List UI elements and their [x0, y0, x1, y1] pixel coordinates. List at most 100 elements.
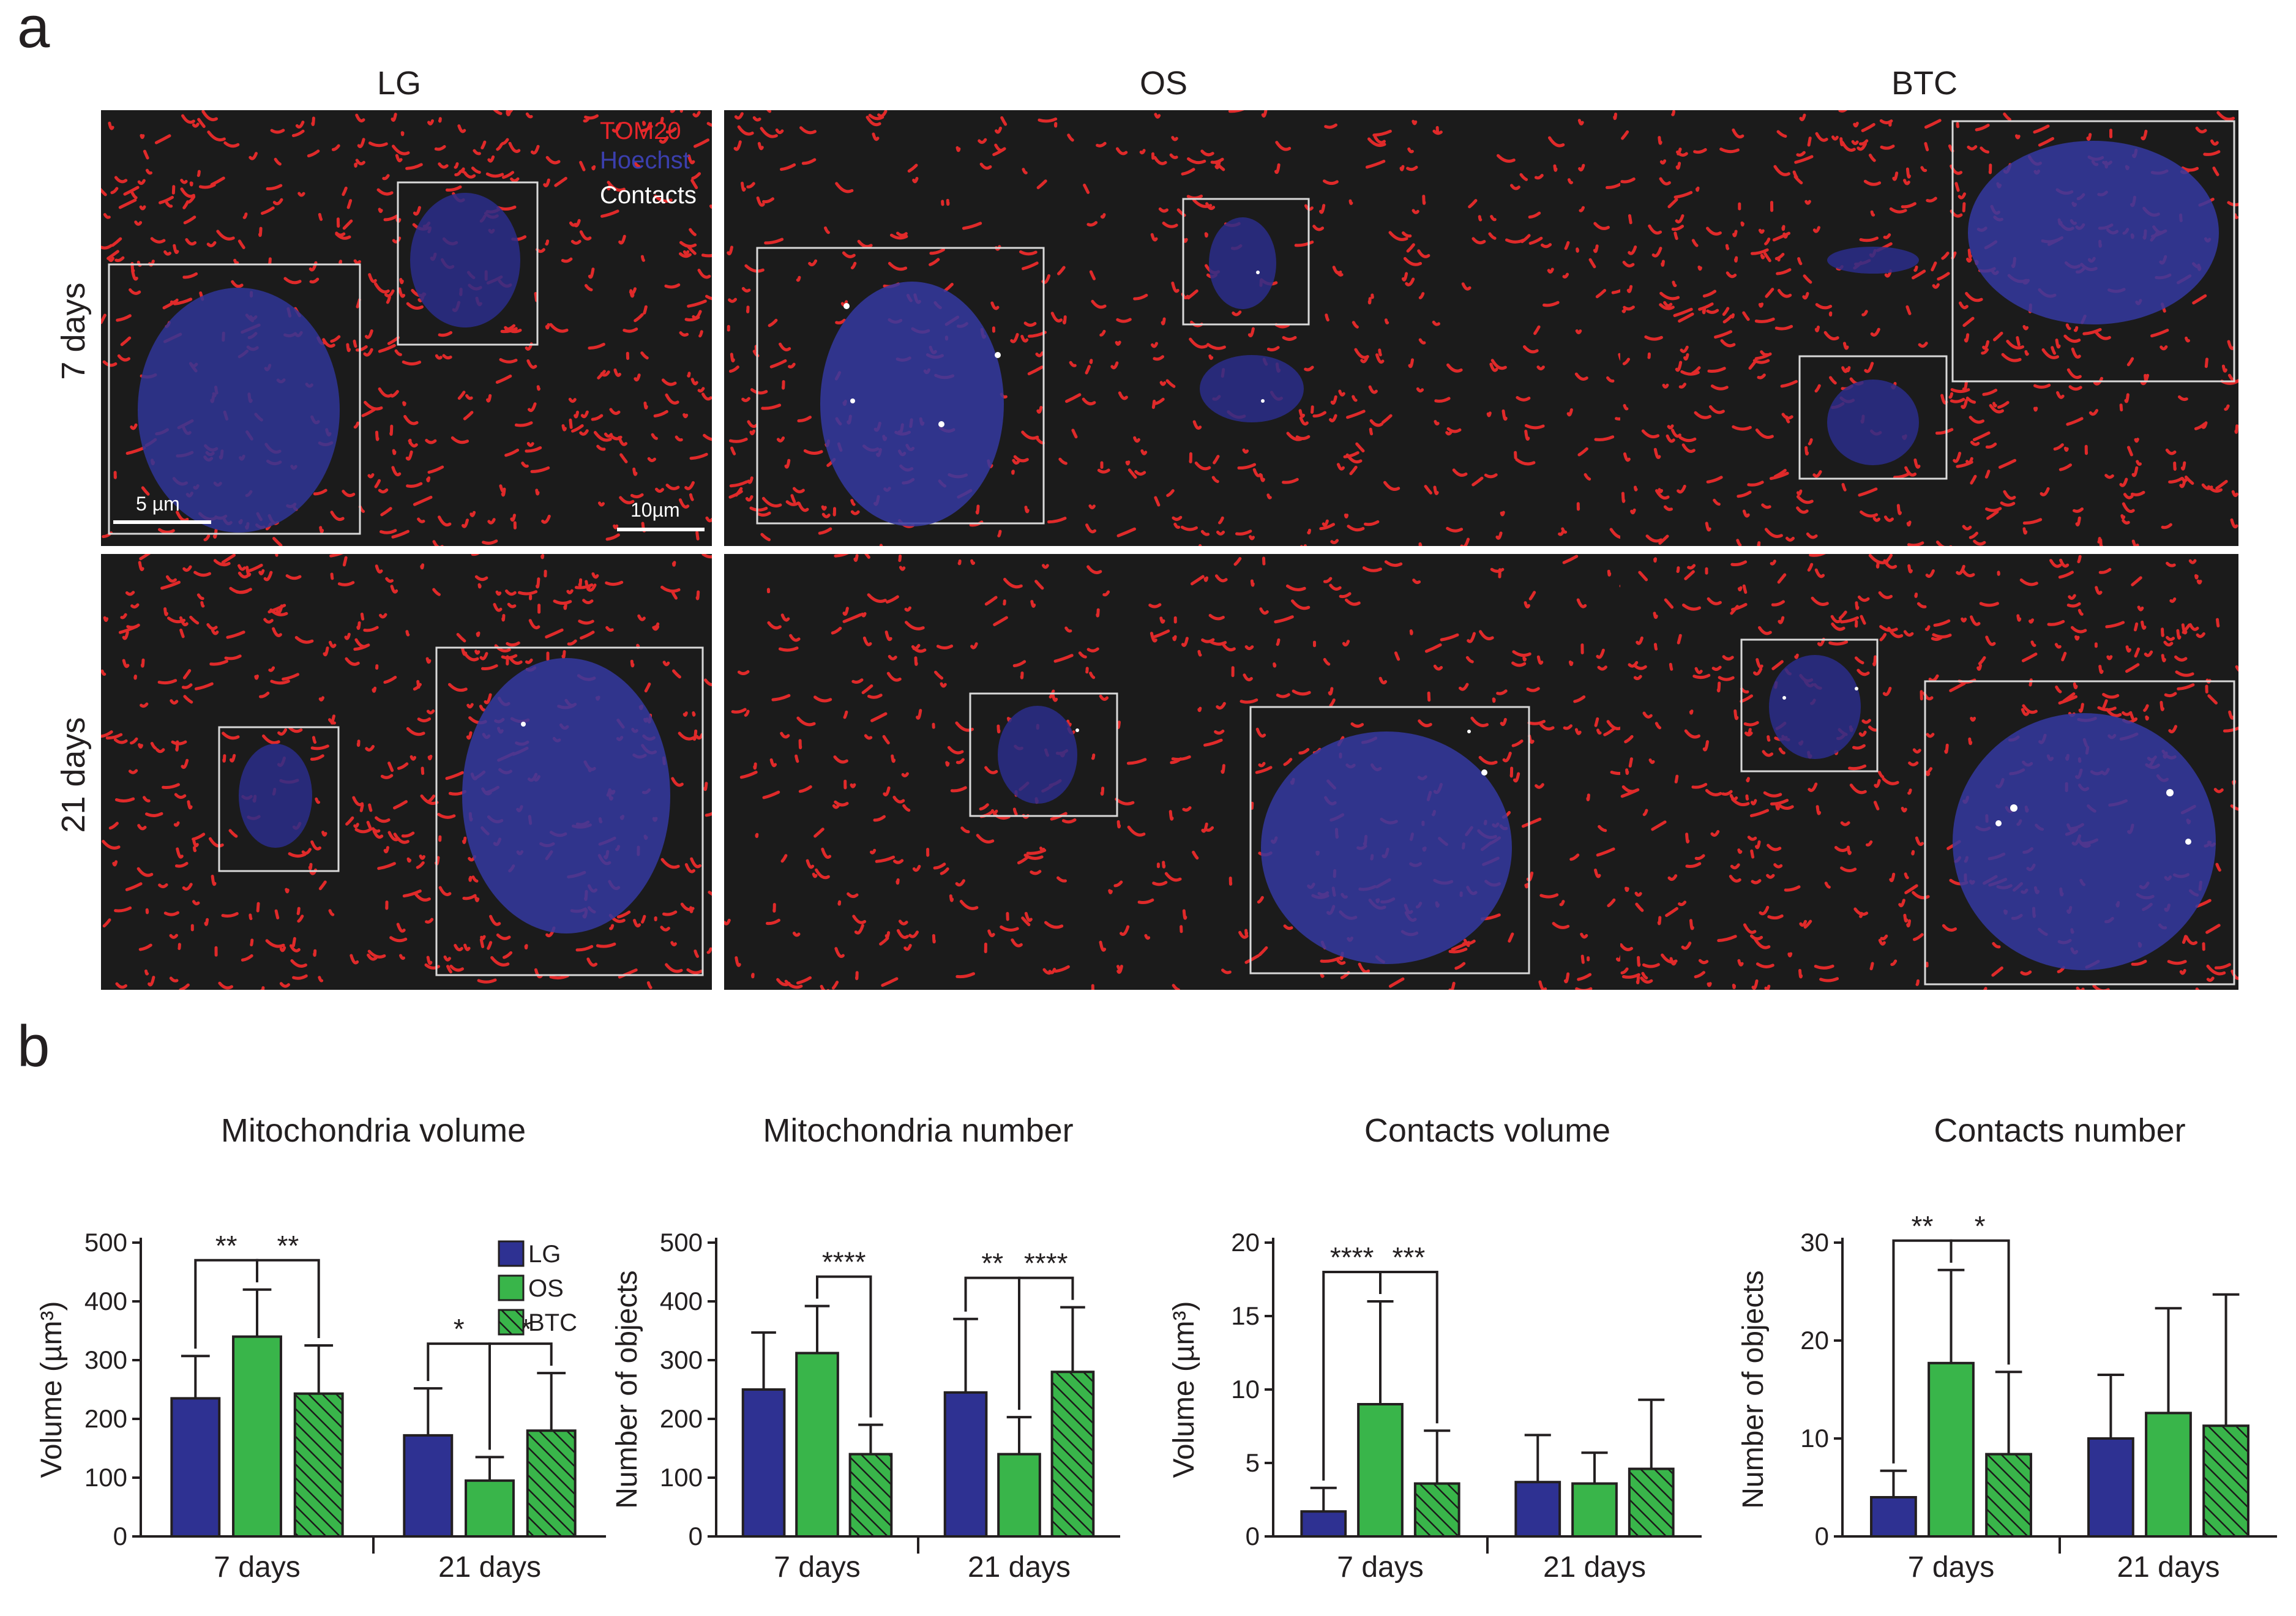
bar-btc	[1050, 1371, 1095, 1538]
y-axis-label: Volume (µm³)	[36, 1301, 68, 1478]
y-tick-label: 500	[660, 1228, 703, 1257]
chart-contacts-number: Contacts number Number of objects 0 10 20 30 7…	[1737, 1112, 2277, 1584]
significance-bracket	[256, 1259, 320, 1338]
y-tick-label: 100	[84, 1463, 127, 1492]
significance-label: ***	[1393, 1241, 1426, 1273]
y-tick-label: 5	[1246, 1448, 1260, 1477]
chart-contacts-volume: Contacts volume Volume (µm³) 0 5 10 15 20 7 day…	[1168, 1112, 1702, 1584]
legend-label: OS	[528, 1275, 564, 1302]
bar-os	[1357, 1403, 1404, 1538]
bar-btc	[848, 1453, 893, 1538]
chart-mitochondria-number: Mitochondria number Number of objects 0 100…	[611, 1112, 1120, 1584]
significance-bracket	[1018, 1276, 1074, 1410]
bar-btc	[526, 1429, 577, 1538]
bar-lg	[403, 1434, 454, 1538]
significance-label: *	[454, 1313, 465, 1345]
y-axis-label: Volume (µm³)	[1168, 1301, 1200, 1478]
legend-hoechst: Hoechst	[600, 147, 690, 174]
bar-btc	[1413, 1482, 1460, 1538]
significance-bracket	[1379, 1271, 1438, 1424]
y-tick-label: 300	[660, 1345, 703, 1374]
chart-title: Contacts number	[1934, 1112, 2185, 1149]
y-tick-label: 0	[1246, 1522, 1260, 1551]
scalebar-5um-label: 5 µm	[136, 493, 180, 515]
micrograph-lg-21d	[101, 554, 712, 990]
significance-label: *	[1975, 1210, 1986, 1242]
bar-os	[465, 1479, 515, 1538]
bar-os	[1928, 1361, 1975, 1538]
column-title-btc: BTC	[1891, 65, 1958, 102]
bar-lg	[1300, 1510, 1347, 1538]
bar-lg	[943, 1391, 988, 1538]
legend-label: LG	[528, 1241, 561, 1268]
legend-swatch-lg	[498, 1240, 525, 1267]
chart-title: Mitochondria number	[763, 1112, 1073, 1149]
bar-lg	[1514, 1481, 1561, 1538]
y-tick-label: 30	[1800, 1228, 1829, 1257]
y-tick-label: 200	[84, 1404, 127, 1433]
column-title-lg: LG	[377, 65, 422, 102]
x-tick-label: 21 days	[968, 1551, 1071, 1584]
significance-label: **	[277, 1230, 299, 1262]
significance-label: ****	[822, 1246, 866, 1278]
significance-label: **	[215, 1230, 237, 1262]
x-tick-label: 7 days	[214, 1551, 300, 1584]
significance-bracket	[1950, 1239, 2010, 1365]
chart-mitochondria-volume: Mitochondria volume Volume (µm³) 0 100 200 30…	[36, 1112, 606, 1584]
y-tick-label: 100	[660, 1463, 703, 1492]
chart-title: Contacts volume	[1364, 1112, 1610, 1149]
y-tick-label: 200	[660, 1404, 703, 1433]
bar-btc	[1628, 1467, 1675, 1538]
y-tick-label: 0	[1815, 1522, 1829, 1551]
legend-tom20: TOM20	[600, 118, 681, 144]
significance-bracket	[488, 1342, 553, 1450]
y-tick-label: 0	[689, 1522, 703, 1551]
y-tick-label: 10	[1231, 1375, 1260, 1404]
y-tick-label: 400	[660, 1287, 703, 1315]
x-tick-label: 7 days	[1908, 1551, 1994, 1584]
significance-label: **	[1912, 1210, 1934, 1242]
y-tick-label: 20	[1800, 1326, 1829, 1355]
scalebar-10um-label: 10µm	[630, 499, 680, 521]
bar-lg	[1870, 1496, 1917, 1538]
y-tick-label: 20	[1231, 1228, 1260, 1257]
y-tick-label: 0	[113, 1522, 127, 1551]
x-tick-label: 7 days	[1337, 1551, 1423, 1584]
y-tick-label: 15	[1231, 1301, 1260, 1330]
legend-label: BTC	[528, 1309, 577, 1336]
bar-os	[232, 1335, 282, 1538]
y-tick-label: 500	[84, 1228, 127, 1257]
bar-btc	[1985, 1453, 2032, 1538]
bar-lg	[2087, 1437, 2134, 1538]
chart-title: Mitochondria volume	[221, 1112, 526, 1149]
bar-btc	[2202, 1424, 2249, 1538]
significance-label: ****	[1024, 1248, 1068, 1279]
bar-os	[2145, 1412, 2192, 1538]
bar-os	[997, 1453, 1041, 1538]
legend-swatch-os	[498, 1274, 525, 1301]
significance-label: ****	[1330, 1241, 1374, 1273]
y-tick-label: 10	[1800, 1424, 1829, 1453]
bar-lg	[741, 1388, 786, 1538]
significance-bracket	[816, 1275, 872, 1418]
bar-lg	[170, 1397, 221, 1538]
y-axis-label: Number of objects	[611, 1270, 643, 1509]
legend-contacts: Contacts	[600, 182, 697, 209]
significance-bracket	[964, 1276, 1020, 1410]
y-axis-label: Number of objects	[1737, 1270, 1770, 1509]
significance-label: **	[981, 1248, 1003, 1279]
y-tick-label: 400	[84, 1287, 127, 1315]
legend-swatch-btc	[498, 1309, 525, 1336]
significance-bracket	[427, 1342, 491, 1450]
bar-os	[1571, 1482, 1618, 1538]
bar-btc	[293, 1392, 344, 1538]
x-tick-label: 21 days	[2117, 1551, 2219, 1584]
x-tick-label: 21 days	[438, 1551, 541, 1584]
column-title-os: OS	[1140, 65, 1188, 102]
panel-b-label: b	[17, 1014, 50, 1079]
y-tick-label: 300	[84, 1345, 127, 1374]
x-tick-label: 21 days	[1543, 1551, 1646, 1584]
panel-a-label: a	[17, 0, 50, 60]
x-tick-label: 7 days	[774, 1551, 860, 1584]
